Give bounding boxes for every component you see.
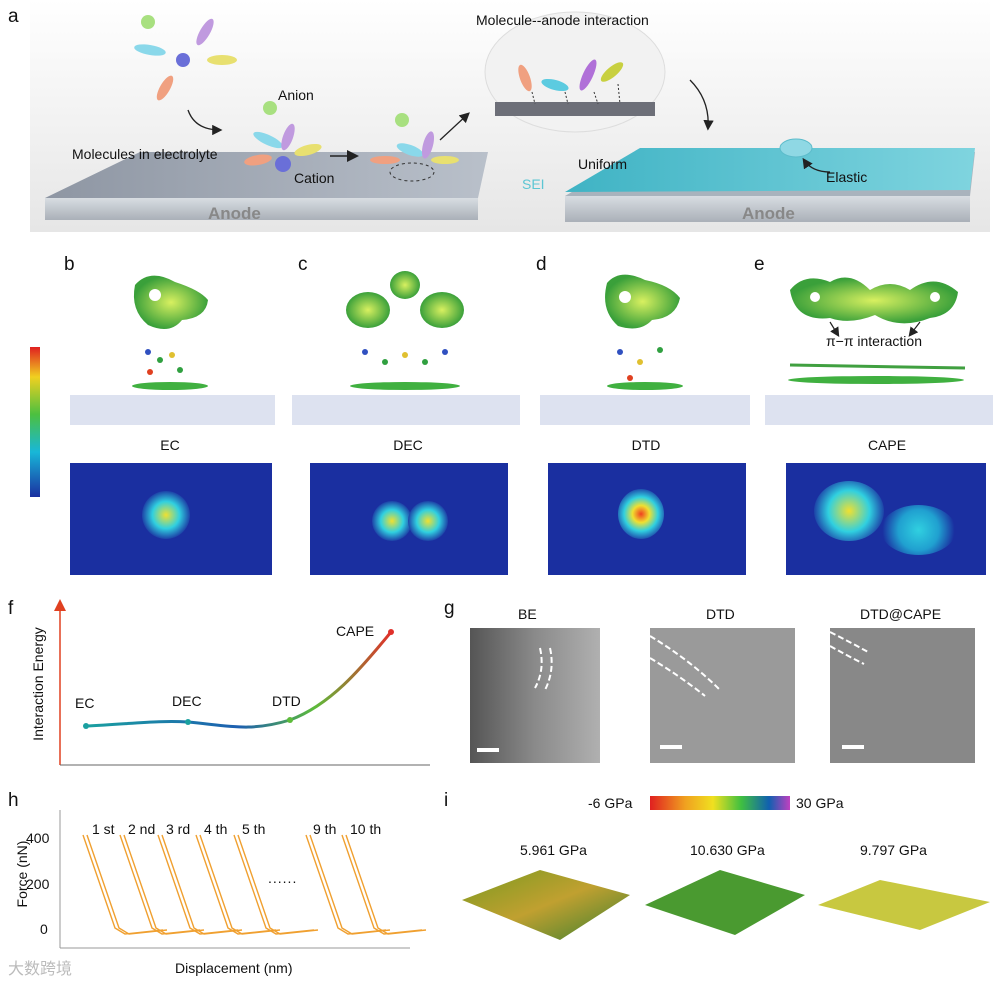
panel-letter-c: c — [298, 254, 308, 275]
elastic-label: Elastic — [826, 169, 868, 185]
heatmap-dtd — [548, 463, 746, 575]
mol-label-ec: EC — [160, 437, 180, 453]
cape-structure — [788, 277, 966, 384]
panel-letter-d: d — [536, 254, 547, 275]
watermark: 大数跨境 — [8, 961, 73, 978]
sei-label: SEI — [522, 176, 545, 192]
h-cycle-1: 1 st — [92, 821, 115, 837]
panel-letter-a: a — [8, 6, 19, 27]
h-ellipsis: ...... — [268, 870, 298, 886]
force-curve-6 — [309, 834, 391, 935]
h-cycle-3: 3 rd — [166, 821, 191, 837]
anion-label: Anion — [278, 87, 314, 103]
h-cycle-5: 5 th — [242, 821, 266, 837]
heatmap-dec — [310, 463, 508, 575]
panel-letter-i: i — [444, 790, 449, 811]
colorbar — [30, 347, 40, 497]
uniform-label: Uniform — [578, 156, 628, 172]
modulus-surfaces — [462, 870, 990, 940]
h-ytick-200: 200 — [26, 876, 50, 892]
i-modulus-1: 5.961 GPa — [520, 842, 587, 858]
force-curve-6 — [305, 834, 387, 935]
cation-label: Cation — [294, 170, 335, 186]
electrolyte-molecules — [134, 15, 624, 182]
f-ylabel: Interaction Energy — [30, 627, 46, 741]
force-curve-4 — [195, 834, 277, 935]
g-title-dtdcape: DTD@CAPE — [860, 606, 942, 622]
force-curve-4 — [199, 834, 281, 935]
g-title-be: BE — [518, 606, 537, 622]
h-cycle-4: 4 th — [204, 821, 228, 837]
panel-letter-f: f — [8, 598, 14, 619]
h-ytick-400: 400 — [26, 830, 50, 846]
energy-curve — [85, 631, 393, 729]
force-curve-2 — [123, 834, 205, 935]
i-modulus-2: 10.630 GPa — [690, 842, 765, 858]
i-modulus-3: 9.797 GPa — [860, 842, 927, 858]
panel-letter-h: h — [8, 790, 19, 811]
i-scale-min: -6 GPa — [588, 795, 633, 811]
molecules-label: Molecules in electrolyte — [72, 146, 218, 162]
force-curve-3 — [161, 834, 243, 935]
g-title-dtd: DTD — [706, 606, 735, 622]
mol-label-dtd: DTD — [631, 437, 661, 453]
i-scale-max: 30 GPa — [796, 795, 844, 811]
modulus-colorbar — [650, 796, 790, 810]
dec-structure — [346, 271, 464, 390]
h-ylabel: Force (nN) — [14, 840, 30, 908]
force-curve-7 — [341, 834, 423, 935]
anode-label-right: Anode — [742, 204, 795, 223]
f-point-ec: EC — [75, 695, 95, 711]
h-cycle-2: 2 nd — [128, 821, 156, 837]
panel-letter-b: b — [64, 254, 75, 275]
tem-images — [470, 628, 975, 763]
pi-interaction-label: π−π interaction — [826, 333, 922, 349]
force-curves — [82, 834, 427, 935]
heatmap-ec — [70, 463, 272, 575]
h-xlabel: Displacement (nm) — [175, 960, 293, 976]
dtd-structure — [605, 274, 683, 390]
f-point-dec: DEC — [172, 693, 202, 709]
force-curve-2 — [119, 834, 201, 935]
mol-label-cape: CAPE — [867, 437, 907, 453]
h-cycle-10: 10 th — [350, 821, 382, 837]
force-curve-3 — [157, 834, 239, 935]
heatmap-cape — [786, 463, 986, 575]
ec-structure — [132, 275, 208, 390]
h-cycle-9: 9 th — [313, 821, 337, 837]
h-ytick-0: 0 — [40, 921, 48, 937]
force-curve-5 — [237, 834, 319, 935]
f-point-cape: CAPE — [336, 623, 375, 639]
f-point-dtd: DTD — [272, 693, 301, 709]
panel-letter-g: g — [444, 598, 455, 619]
interaction-title: Molecule--anode interaction — [476, 12, 649, 28]
force-curve-1 — [86, 834, 168, 935]
force-curve-7 — [345, 834, 427, 935]
mol-label-dec: DEC — [393, 437, 423, 453]
anode-label-left: Anode — [208, 204, 261, 223]
force-curve-1 — [82, 834, 164, 935]
graphite-lattices — [70, 395, 993, 425]
panel-letter-e: e — [754, 254, 765, 275]
